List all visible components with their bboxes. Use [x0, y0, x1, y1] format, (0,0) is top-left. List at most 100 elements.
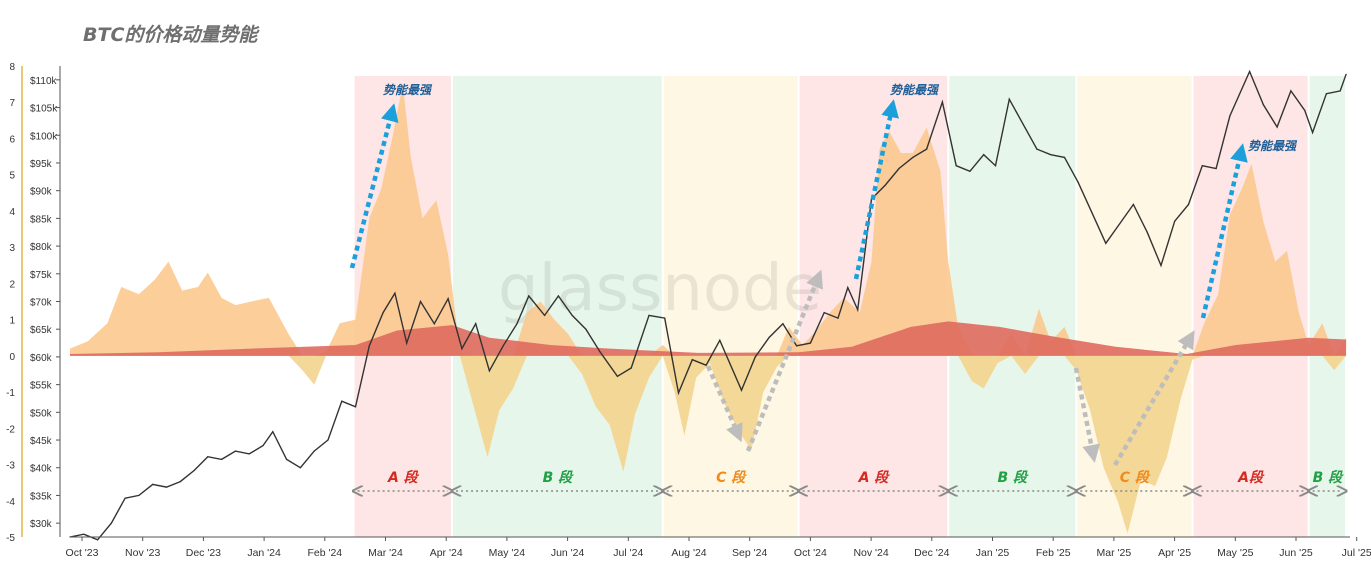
price-point [1022, 123, 1024, 125]
x-tick-label: Jan '24 [247, 547, 281, 559]
x-tick-label: Oct '23 [66, 547, 99, 559]
price-point [447, 298, 449, 300]
x-tick-label: Sep '24 [732, 547, 767, 559]
price-point [926, 148, 928, 150]
price-point [691, 359, 693, 361]
phase-band-B [453, 76, 662, 537]
annotation-label: 势能最强 [890, 83, 940, 97]
x-tick-label: Jan '25 [976, 547, 1010, 559]
price-point [1036, 148, 1038, 150]
price-point [543, 314, 546, 316]
price-point [368, 345, 370, 347]
price-point [207, 456, 209, 458]
price-tick-label: $90k [30, 187, 53, 198]
momentum-tick-label: -4 [6, 497, 15, 508]
price-point [898, 167, 900, 170]
price-tick-label: $85k [30, 214, 53, 225]
price-point [941, 101, 943, 103]
price-point [83, 533, 85, 535]
chart-title: BTC的价格动量势能 [83, 24, 258, 46]
momentum-tick-label: 7 [9, 98, 15, 109]
x-tick-label: Mar '25 [1097, 547, 1132, 559]
phase-band-B [949, 76, 1076, 537]
price-point [1290, 90, 1292, 92]
momentum-tick-label: 3 [9, 243, 15, 254]
price-point [1345, 73, 1347, 75]
price-point [110, 522, 112, 524]
price-point [1008, 98, 1010, 100]
price-point [286, 458, 288, 461]
phase-label: A 段 [858, 469, 891, 486]
price-point [705, 364, 707, 366]
axes: 8 7 6 5 4 3 2 1 0 -1 -2 -3 -4 -5 $110k $105k $100k $95k $9… [6, 62, 1371, 559]
price-point [983, 154, 985, 156]
price-point [823, 311, 825, 314]
momentum-tick-label: -3 [6, 461, 15, 472]
price-point [394, 292, 396, 294]
price-tick-label: $50k [30, 408, 53, 419]
price-point [248, 453, 250, 455]
x-tick-label: Aug '24 [671, 547, 706, 559]
price-point [124, 497, 126, 499]
momentum-tick-label: -1 [6, 388, 15, 399]
price-point [754, 356, 756, 358]
price-tick-label: $95k [30, 159, 53, 170]
price-point [299, 467, 301, 469]
price-point [571, 314, 573, 316]
price-point [354, 406, 357, 408]
price-point [1339, 90, 1341, 92]
price-point [847, 287, 849, 289]
price-point [516, 323, 518, 325]
phase-label: B 段 [998, 469, 1030, 486]
price-point [461, 348, 463, 350]
price-point [782, 323, 784, 325]
price-point [341, 400, 343, 402]
phase-band-C [663, 76, 798, 537]
x-tick-label: Jul '25 [1342, 547, 1371, 559]
price-point [1229, 115, 1231, 117]
price-point [1248, 70, 1251, 73]
price-tick-label: $65k [30, 325, 53, 336]
price-point [1187, 203, 1190, 206]
price-point [768, 336, 770, 339]
momentum-area [70, 84, 1347, 534]
price-point [648, 314, 650, 316]
price-tick-label: $110k [30, 76, 58, 87]
price-tick-label: $70k [30, 298, 53, 309]
price-point [382, 311, 384, 314]
price-point [138, 494, 140, 497]
momentum-up-arrow [853, 99, 899, 280]
momentum-tick-label: 4 [9, 207, 15, 218]
x-tick-label: Jun '24 [551, 547, 585, 559]
momentum-tick-label: 0 [9, 352, 15, 363]
momentum-positive-area [70, 84, 1347, 356]
price-point [1311, 131, 1314, 134]
x-tick-label: Apr '25 [1158, 547, 1191, 559]
watermark: glassnode [498, 252, 822, 326]
momentum-tick-label: -2 [6, 424, 15, 435]
x-tick-label: Jun '25 [1279, 547, 1313, 559]
price-point [837, 317, 839, 319]
momentum-tick-label: 8 [9, 62, 15, 73]
price-point [406, 342, 408, 344]
momentum-tick-label: 6 [9, 134, 15, 145]
price-point [630, 367, 632, 369]
price-point [488, 370, 491, 372]
price-point [419, 300, 422, 303]
price-point [664, 317, 666, 319]
price-point [955, 165, 957, 167]
price-point [740, 389, 743, 391]
price-point [1160, 264, 1162, 267]
price-tick-label: $60k [30, 353, 53, 364]
x-tick-label: May '25 [1217, 547, 1254, 559]
price-point [884, 184, 886, 186]
price-point [912, 156, 914, 159]
annotation-label: 势能最强 [383, 83, 433, 97]
phase-band-B [1309, 76, 1346, 537]
x-tick-label: Oct '24 [794, 547, 827, 559]
price-point [152, 483, 154, 485]
phase-label: A 段 [387, 469, 420, 486]
price-point [1077, 181, 1079, 183]
